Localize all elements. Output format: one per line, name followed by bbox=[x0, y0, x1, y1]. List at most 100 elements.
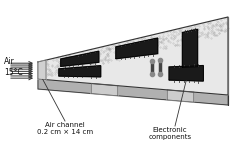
Point bbox=[206, 36, 210, 38]
Point bbox=[137, 51, 141, 53]
Point bbox=[192, 36, 196, 39]
Point bbox=[190, 27, 193, 30]
Point bbox=[121, 51, 125, 54]
Point bbox=[191, 27, 195, 29]
Point bbox=[183, 29, 186, 31]
Point bbox=[135, 43, 139, 46]
Point bbox=[159, 41, 163, 43]
Point bbox=[70, 60, 74, 63]
Point bbox=[189, 37, 193, 40]
Point bbox=[138, 51, 142, 54]
Point bbox=[42, 66, 46, 69]
Point bbox=[206, 26, 210, 29]
Point bbox=[133, 46, 137, 48]
Point bbox=[55, 65, 59, 67]
Point bbox=[215, 34, 219, 36]
Point bbox=[216, 29, 220, 31]
Point bbox=[206, 26, 210, 28]
Polygon shape bbox=[91, 84, 118, 96]
Point bbox=[223, 28, 227, 31]
Point bbox=[47, 68, 51, 71]
Point bbox=[134, 54, 138, 57]
Point bbox=[78, 55, 82, 57]
Point bbox=[162, 38, 166, 40]
Point bbox=[210, 24, 214, 26]
Point bbox=[206, 21, 210, 24]
Point bbox=[172, 29, 176, 32]
Point bbox=[96, 59, 100, 62]
Point bbox=[67, 65, 71, 67]
Point bbox=[136, 42, 139, 44]
Point bbox=[205, 33, 209, 35]
Point bbox=[55, 57, 59, 59]
Point bbox=[156, 43, 160, 46]
Point bbox=[225, 23, 228, 26]
Point bbox=[90, 51, 94, 53]
Point bbox=[89, 63, 92, 65]
Point bbox=[62, 57, 66, 60]
Point bbox=[150, 48, 154, 51]
Point bbox=[61, 64, 65, 66]
Point bbox=[206, 32, 210, 34]
Point bbox=[76, 58, 80, 61]
Point bbox=[123, 47, 127, 49]
Point bbox=[185, 27, 189, 29]
Point bbox=[77, 67, 80, 70]
Point bbox=[166, 39, 170, 41]
Point bbox=[187, 27, 191, 30]
Point bbox=[224, 21, 228, 24]
Point bbox=[161, 46, 165, 49]
Point bbox=[57, 65, 61, 67]
Point bbox=[218, 22, 222, 25]
Point bbox=[144, 45, 148, 48]
Point bbox=[66, 62, 70, 65]
Point bbox=[151, 38, 155, 40]
Point bbox=[43, 59, 47, 62]
Point bbox=[168, 30, 172, 32]
Point bbox=[107, 45, 110, 48]
Point bbox=[135, 48, 139, 50]
Point bbox=[103, 59, 107, 61]
Point bbox=[122, 55, 126, 58]
Point bbox=[215, 23, 219, 26]
Point bbox=[132, 55, 136, 57]
Point bbox=[131, 40, 135, 42]
Point bbox=[105, 52, 108, 55]
Polygon shape bbox=[38, 17, 228, 95]
Point bbox=[80, 57, 84, 60]
Point bbox=[171, 33, 175, 36]
Point bbox=[55, 69, 59, 72]
Point bbox=[67, 69, 71, 72]
Point bbox=[197, 35, 201, 38]
Point bbox=[116, 47, 120, 49]
Point bbox=[106, 48, 109, 51]
Point bbox=[79, 54, 83, 56]
Point bbox=[181, 32, 185, 35]
Point bbox=[99, 58, 102, 61]
Point bbox=[219, 19, 222, 22]
Point bbox=[115, 56, 119, 58]
Point bbox=[193, 25, 197, 28]
Point bbox=[135, 53, 139, 55]
Point bbox=[46, 68, 50, 71]
Point bbox=[43, 69, 47, 71]
Point bbox=[185, 31, 189, 33]
Point bbox=[137, 49, 141, 52]
Point bbox=[211, 24, 215, 26]
Point bbox=[103, 56, 107, 59]
Point bbox=[120, 56, 124, 58]
Point bbox=[64, 69, 68, 72]
Point bbox=[89, 61, 92, 63]
Point bbox=[201, 23, 204, 25]
Point bbox=[219, 24, 223, 27]
Point bbox=[129, 43, 133, 45]
Point bbox=[184, 36, 188, 39]
Point bbox=[164, 37, 168, 40]
Point bbox=[99, 49, 103, 51]
Point bbox=[77, 61, 81, 63]
Point bbox=[156, 45, 159, 47]
Point bbox=[151, 42, 155, 45]
Point bbox=[50, 64, 54, 66]
Point bbox=[44, 62, 48, 65]
Point bbox=[80, 64, 84, 67]
